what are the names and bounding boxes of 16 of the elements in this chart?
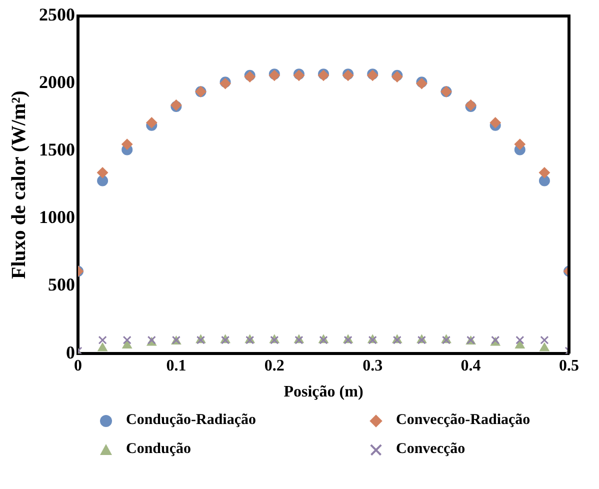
x-tick-label: 0.1	[166, 357, 186, 374]
legend-label: Condução	[126, 441, 192, 458]
y-tick-label: 1000	[39, 207, 75, 228]
x-tick-label: 0.2	[264, 357, 284, 374]
x-tick-label: 0.4	[460, 357, 481, 374]
y-axis-title: Fluxo de calor (W/m²)	[8, 90, 30, 279]
x-tick-label: 0.3	[362, 357, 383, 374]
y-tick-label: 1500	[39, 140, 75, 160]
legend-label: Convecção-Radiação	[396, 412, 530, 429]
x-axis-title: Posição (m)	[284, 384, 364, 401]
y-tick-label: 2000	[39, 72, 75, 92]
legend-label: Condução-Radiação	[126, 412, 256, 429]
legend-label: Convecção	[396, 441, 466, 458]
y-tick-label: 2500	[39, 4, 75, 25]
y-tick-label: 500	[48, 274, 75, 295]
x-tick-label: 0.5	[559, 357, 579, 374]
